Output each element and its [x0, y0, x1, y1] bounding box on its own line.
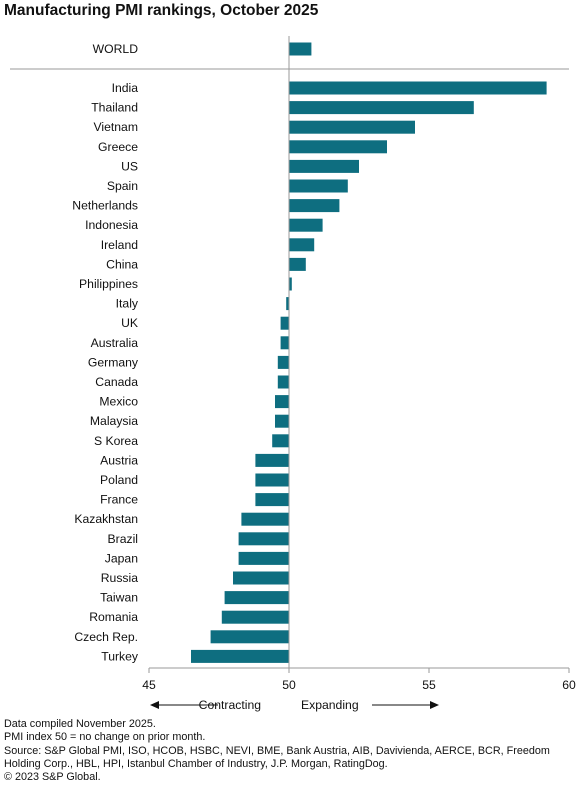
category-label-france: France — [100, 493, 138, 507]
bar-poland — [255, 473, 289, 487]
bar-kazakhstan — [241, 512, 289, 526]
footnote-source: Source: S&P Global PMI, ISO, HCOB, HSBC,… — [4, 744, 550, 770]
x-tick-label-45: 45 — [142, 678, 156, 692]
footnote-index-note: PMI index 50 = no change on prior month. — [4, 731, 206, 744]
bar-india — [289, 81, 547, 95]
bar-russia — [233, 571, 289, 585]
category-label-austria: Austria — [100, 453, 138, 467]
category-label-malaysia: Malaysia — [90, 414, 138, 428]
category-label-uk: UK — [121, 316, 138, 330]
category-label-russia: Russia — [101, 571, 138, 585]
direction-label-expanding: Expanding — [301, 698, 359, 712]
category-label-world: WORLD — [93, 42, 139, 56]
bar-world — [289, 42, 312, 56]
x-tick-label-55: 55 — [422, 678, 436, 692]
bar-uk — [280, 316, 289, 330]
x-tick-label-60: 60 — [562, 678, 576, 692]
bar-spain — [289, 179, 348, 193]
category-label-netherlands: Netherlands — [72, 199, 138, 213]
bar-ireland — [289, 238, 315, 252]
bar-greece — [289, 140, 387, 154]
category-label-china: China — [106, 257, 138, 271]
category-label-philippines: Philippines — [79, 277, 138, 291]
bar-brazil — [238, 532, 289, 546]
category-label-brazil: Brazil — [108, 532, 138, 546]
footnotes: Data compiled November 2025. PMI index 5… — [4, 718, 582, 784]
bar-germany — [277, 355, 289, 369]
category-label-thailand: Thailand — [91, 101, 138, 115]
bar-us — [289, 159, 359, 173]
bar-france — [255, 493, 289, 507]
category-label-italy: Italy — [116, 297, 139, 311]
category-label-poland: Poland — [100, 473, 138, 487]
bar-china — [289, 257, 306, 271]
category-label-india: India — [112, 81, 139, 95]
bar-mexico — [275, 395, 289, 409]
bar-italy — [286, 297, 289, 311]
category-label-taiwan: Taiwan — [100, 591, 138, 605]
category-label-turkey: Turkey — [101, 649, 139, 663]
direction-label-contracting: Contracting — [199, 698, 261, 712]
category-label-indonesia: Indonesia — [85, 218, 138, 232]
pmi-bar-chart: WORLD India Thailand Vietnam Greece US Spain Ne… — [10, 36, 576, 712]
bar-canada — [277, 375, 289, 389]
x-tick-label-50: 50 — [282, 678, 296, 692]
bar-austria — [255, 453, 289, 467]
category-label-canada: Canada — [95, 375, 138, 389]
bar-japan — [238, 551, 289, 565]
bar-malaysia — [275, 414, 289, 428]
bar-philippines — [289, 277, 292, 291]
category-label-vietnam: Vietnam — [94, 120, 139, 134]
expanding-arrow-head — [430, 701, 439, 709]
bar-taiwan — [224, 591, 289, 605]
category-label-mexico: Mexico — [99, 395, 138, 409]
bar-s-korea — [272, 434, 289, 448]
category-label-czech-rep: Czech Rep. — [74, 630, 138, 644]
bar-vietnam — [289, 120, 415, 134]
category-label-romania: Romania — [89, 610, 138, 624]
bar-romania — [221, 610, 289, 624]
category-label-kazakhstan: Kazakhstan — [74, 512, 138, 526]
category-label-greece: Greece — [98, 140, 138, 154]
category-label-australia: Australia — [91, 336, 139, 350]
category-label-s-korea: S Korea — [94, 434, 138, 448]
contracting-arrow-head — [150, 701, 159, 709]
bar-indonesia — [289, 218, 323, 232]
bar-netherlands — [289, 199, 340, 213]
category-label-us: US — [121, 159, 138, 173]
category-label-spain: Spain — [107, 179, 138, 193]
category-label-ireland: Ireland — [101, 238, 138, 252]
category-label-japan: Japan — [105, 551, 138, 565]
bar-turkey — [191, 649, 289, 663]
footnote-copyright: © 2023 S&P Global. — [4, 771, 101, 784]
bar-czech-rep — [210, 630, 289, 644]
category-label-germany: Germany — [88, 355, 139, 369]
bar-australia — [280, 336, 289, 350]
chart-title: Manufacturing PMI rankings, October 2025 — [4, 2, 319, 19]
bar-thailand — [289, 101, 474, 115]
footnote-compiled: Data compiled November 2025. — [4, 718, 156, 730]
